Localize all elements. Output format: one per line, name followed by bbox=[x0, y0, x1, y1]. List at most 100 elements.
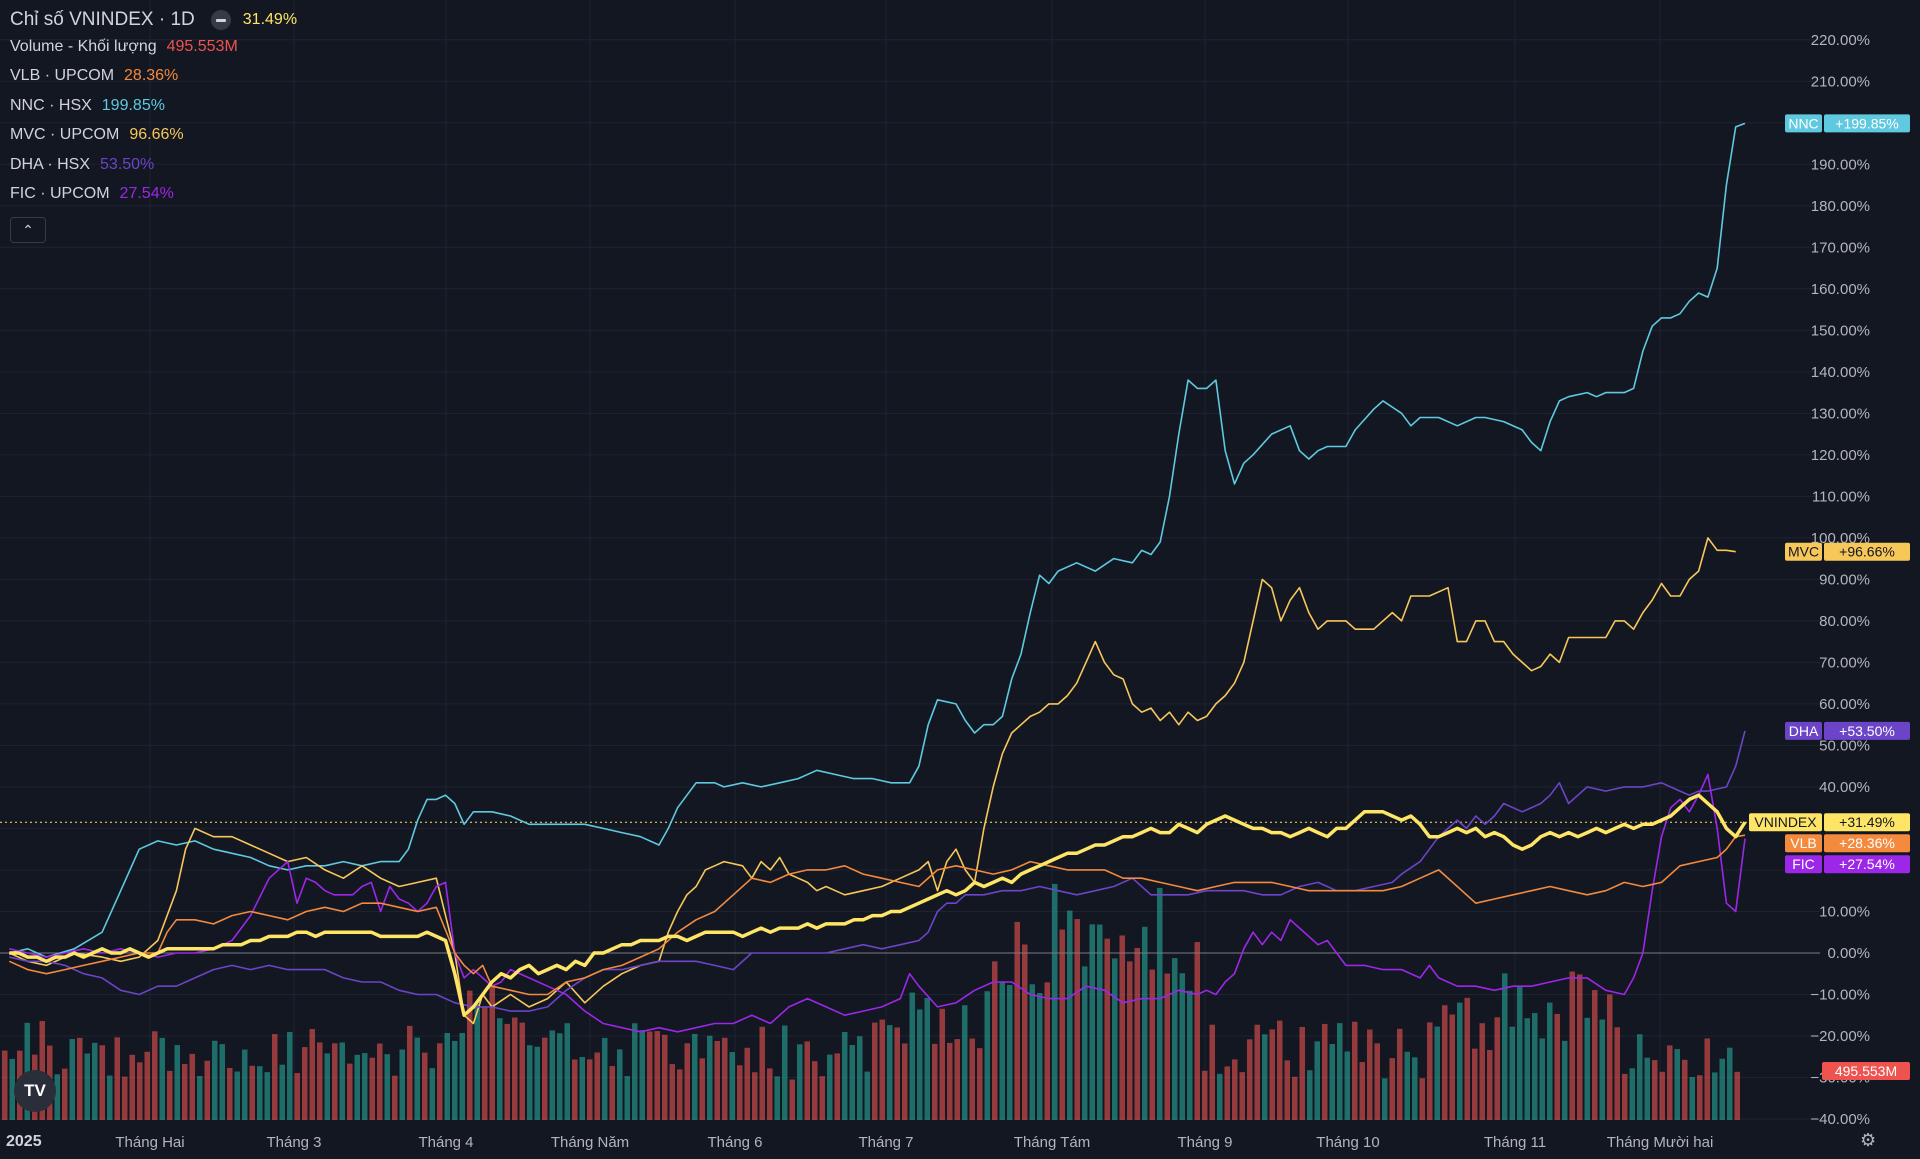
symbol-title[interactable]: Chỉ số VNINDEX · 1D bbox=[10, 9, 195, 30]
volume-bar bbox=[1239, 1072, 1245, 1120]
volume-bar bbox=[69, 1038, 75, 1120]
volume-bar bbox=[1547, 1002, 1553, 1120]
volume-bar bbox=[1089, 924, 1095, 1120]
volume-bar bbox=[122, 1076, 128, 1120]
volume-bar bbox=[1292, 1076, 1298, 1120]
legend-label: NNC · HSX bbox=[10, 96, 92, 114]
volume-bar bbox=[872, 1022, 878, 1120]
volume-bar bbox=[557, 1033, 563, 1120]
volume-bar bbox=[1314, 1041, 1320, 1120]
volume-bar bbox=[1554, 1013, 1560, 1120]
volume-bar bbox=[534, 1046, 540, 1120]
volume-bar bbox=[617, 1049, 623, 1120]
volume-bar bbox=[197, 1075, 203, 1120]
price-tag-name-bg bbox=[1749, 813, 1822, 832]
legend-row[interactable]: FIC · UPCOM 27.54% bbox=[10, 180, 297, 210]
volume-bar bbox=[572, 1059, 578, 1120]
volume-bar bbox=[1277, 1020, 1283, 1120]
volume-bar bbox=[129, 1054, 135, 1120]
price-tag-name: DHA bbox=[1789, 723, 1819, 739]
legend-row[interactable]: VLB · UPCOM 28.36% bbox=[10, 62, 297, 92]
volume-bar bbox=[1104, 938, 1110, 1120]
legend-row[interactable]: Volume - Khối lượng 495.553M bbox=[10, 32, 297, 62]
volume-bar bbox=[1022, 944, 1028, 1120]
legend-row[interactable]: NNC · HSX 199.85% bbox=[10, 91, 297, 121]
volume-bar bbox=[489, 985, 495, 1120]
volume-bar bbox=[227, 1067, 233, 1120]
y-tick-label: 60.00% bbox=[1819, 696, 1870, 713]
volume-bar bbox=[377, 1043, 383, 1120]
volume-bar bbox=[609, 1066, 615, 1120]
volume-bar bbox=[512, 1017, 518, 1120]
volume-bar bbox=[497, 1018, 503, 1120]
y-axis: 220.00% 210.00% 190.00% 180.00% 170.00% 160.0… bbox=[1810, 32, 1870, 1128]
volume-bar bbox=[1532, 1013, 1538, 1120]
volume-bar bbox=[144, 1051, 150, 1120]
volume-bar bbox=[1337, 1023, 1343, 1120]
volume-bar bbox=[1142, 926, 1148, 1120]
price-tag-name-bg bbox=[1785, 721, 1822, 740]
volume-bar bbox=[924, 997, 930, 1120]
x-tick-label: Tháng 6 bbox=[707, 1134, 762, 1151]
volume-bar bbox=[947, 1042, 953, 1120]
volume-bar bbox=[804, 1041, 810, 1120]
y-tick-label: 40.00% bbox=[1819, 779, 1870, 796]
volume-bar bbox=[1164, 973, 1170, 1120]
volume-bar bbox=[1637, 1034, 1643, 1120]
volume-bar bbox=[654, 1031, 660, 1120]
volume-bar bbox=[977, 1048, 983, 1120]
volume-bar bbox=[1254, 1024, 1260, 1120]
volume-bar bbox=[1359, 1062, 1365, 1120]
chevron-up-icon[interactable]: ⌃ bbox=[10, 217, 46, 243]
volume-bar bbox=[444, 1033, 450, 1120]
volume-bar bbox=[1074, 919, 1080, 1120]
volume-bar bbox=[429, 1068, 435, 1120]
gear-icon[interactable]: ⚙ bbox=[1860, 1130, 1877, 1150]
volume-bar bbox=[1382, 1078, 1388, 1120]
legend-main-row[interactable]: Chỉ số VNINDEX · 1D 31.49% bbox=[10, 8, 297, 32]
volume-bar bbox=[1614, 1027, 1620, 1120]
volume-bar bbox=[1727, 1047, 1733, 1120]
volume-bar bbox=[909, 992, 915, 1120]
volume-bar bbox=[984, 991, 990, 1120]
series-line-mvc bbox=[8, 537, 1736, 1025]
volume-bar bbox=[827, 1054, 833, 1120]
price-tag-value: +28.36% bbox=[1839, 835, 1895, 851]
price-tags: NNC +199.85% MVC +96.66% DHA +53.50% VNINDEX +3… bbox=[1749, 114, 1910, 1080]
visibility-toggle-icon[interactable] bbox=[210, 10, 231, 30]
series-line-dha bbox=[9, 730, 1746, 1012]
volume-bar bbox=[1269, 1029, 1275, 1120]
tradingview-logo[interactable]: TV bbox=[14, 1070, 56, 1112]
legend-label: DHA · HSX bbox=[10, 155, 91, 173]
price-tag-name-bg bbox=[1785, 834, 1822, 853]
volume-bar bbox=[347, 1063, 353, 1120]
volume-bar bbox=[1284, 1060, 1290, 1120]
legend-row[interactable]: MVC · UPCOM 96.66% bbox=[10, 121, 297, 151]
volume-bar bbox=[362, 1053, 368, 1120]
volume-bar bbox=[1539, 1038, 1545, 1120]
volume-bar bbox=[1112, 958, 1118, 1120]
legend-row[interactable]: DHA · HSX 53.50% bbox=[10, 150, 297, 180]
volume-bar bbox=[1719, 1058, 1725, 1120]
x-tick-label: Tháng Tám bbox=[1014, 1134, 1090, 1151]
volume-bars bbox=[2, 883, 1740, 1120]
legend-label: MVC · UPCOM bbox=[10, 126, 120, 144]
y-tick-label: −10.00% bbox=[1810, 986, 1870, 1003]
volume-bar bbox=[1397, 1028, 1403, 1120]
volume-bar bbox=[1487, 1050, 1493, 1120]
volume-bar bbox=[1232, 1059, 1238, 1120]
volume-bar bbox=[999, 982, 1005, 1120]
volume-bar bbox=[1464, 997, 1470, 1120]
volume-bar bbox=[392, 1075, 398, 1120]
price-tag-name: MVC bbox=[1788, 544, 1819, 560]
volume-bar bbox=[309, 1029, 315, 1120]
volume-bar bbox=[1607, 994, 1613, 1120]
volume-bar bbox=[632, 1023, 638, 1120]
volume-bar bbox=[1697, 1075, 1703, 1120]
volume-bar bbox=[189, 1053, 195, 1120]
volume-bar bbox=[174, 1045, 180, 1120]
volume-bar bbox=[1007, 985, 1013, 1120]
volume-bar bbox=[1082, 966, 1088, 1120]
x-tick-label: Tháng 4 bbox=[418, 1134, 473, 1151]
